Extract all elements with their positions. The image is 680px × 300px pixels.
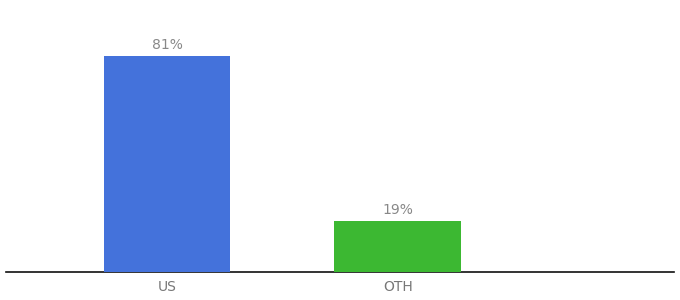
Text: 81%: 81% — [152, 38, 182, 52]
Bar — [103, 56, 231, 272]
Text: 19%: 19% — [382, 203, 413, 218]
Bar — [335, 221, 461, 272]
